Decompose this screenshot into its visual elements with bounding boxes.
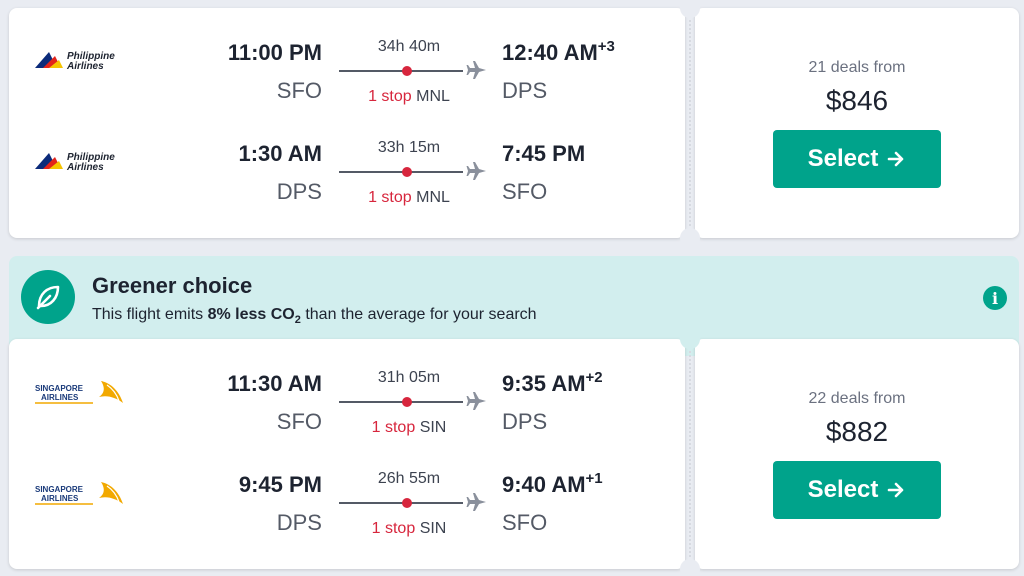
leaf-icon-badge — [21, 270, 75, 324]
stops-info: 1 stop MNL — [339, 88, 479, 106]
departure-airport: SFO — [276, 78, 322, 103]
result-card[interactable]: SINGAPORE AIRLINES 11:30 AM SFO 31h 05m … — [9, 329, 1019, 576]
airplane-icon — [466, 162, 486, 180]
stops-info: 1 stop MNL — [339, 189, 479, 207]
svg-text:Philippine: Philippine — [67, 51, 115, 62]
arrow-right-icon — [888, 482, 904, 498]
singapore-airlines-logo: SINGAPORE AIRLINES — [35, 482, 123, 505]
philippine-airlines-logo: Philippine Airlines — [35, 152, 115, 173]
arrival-airport: SFO — [502, 510, 548, 535]
airplane-icon — [466, 61, 486, 79]
airplane-icon — [466, 392, 486, 410]
arrival-time: 7:45 PM — [502, 141, 586, 166]
svg-text:Philippine: Philippine — [67, 152, 115, 163]
itinerary-panel[interactable] — [9, 8, 685, 238]
result-card[interactable]: Philippine Airlines 11:00 PM SFO 34h 40m… — [9, 0, 1019, 248]
leaf-icon — [36, 285, 60, 310]
day-offset: +3 — [597, 38, 615, 55]
flight-duration: 31h 05m — [377, 369, 441, 386]
price: $882 — [825, 416, 889, 447]
flight-leg-outbound: SINGAPORE AIRLINES 11:30 AM SFO 31h 05m … — [9, 339, 685, 439]
flight-duration: 26h 55m — [377, 470, 441, 487]
flight-leg-return: Philippine Airlines 1:30 AM DPS 33h 15m … — [9, 109, 685, 209]
stop-dot — [402, 397, 412, 407]
layover-airport: SIN — [419, 520, 447, 537]
departure-airport: DPS — [276, 179, 322, 204]
route-line — [339, 401, 463, 403]
stop-count: 1 stop — [371, 419, 416, 436]
day-offset: +1 — [585, 470, 603, 487]
stop-dot — [402, 66, 412, 76]
layover-airport: SIN — [419, 419, 447, 436]
price-panel — [695, 8, 1019, 238]
arrival-airport: DPS — [502, 78, 548, 103]
stop-count: 1 stop — [368, 189, 412, 206]
route-line — [339, 502, 463, 504]
stop-dot — [402, 167, 412, 177]
greener-description: This flight emits 8% less CO2 than the a… — [92, 306, 537, 327]
info-icon[interactable]: i — [983, 286, 1007, 310]
layover-airport: MNL — [416, 88, 450, 105]
departure-time: 11:30 AM — [227, 371, 322, 396]
flight-leg-outbound: Philippine Airlines 11:00 PM SFO 34h 40m… — [9, 8, 685, 108]
svg-text:Airlines: Airlines — [66, 162, 104, 173]
arrival-airport: SFO — [502, 179, 548, 204]
select-button[interactable]: Select — [773, 461, 941, 519]
airplane-icon — [466, 493, 486, 511]
departure-airport: DPS — [276, 510, 322, 535]
arrival-time: 9:35 AM+2 — [502, 369, 603, 396]
greener-title: Greener choice — [92, 273, 253, 298]
stops-info: 1 stop SIN — [339, 520, 479, 538]
singapore-airlines-logo: SINGAPORE AIRLINES — [35, 381, 123, 404]
stops-info: 1 stop SIN — [339, 419, 479, 437]
itinerary-panel[interactable] — [9, 339, 685, 569]
svg-text:Airlines: Airlines — [66, 61, 104, 72]
deals-count: 22 deals from — [808, 390, 906, 407]
svg-text:AIRLINES: AIRLINES — [41, 494, 79, 503]
philippine-airlines-logo: Philippine Airlines — [35, 51, 115, 72]
stop-count: 1 stop — [371, 520, 416, 537]
arrival-time: 12:40 AM+3 — [502, 38, 615, 65]
arrival-time: 9:40 AM+1 — [502, 470, 603, 497]
day-offset: +2 — [585, 369, 603, 386]
stop-dot — [402, 498, 412, 508]
departure-time: 9:45 PM — [238, 472, 322, 497]
arrow-right-icon — [888, 151, 904, 167]
select-button[interactable]: Select — [773, 130, 941, 188]
departure-time: 11:00 PM — [227, 40, 322, 65]
flight-duration: 33h 15m — [377, 139, 441, 156]
departure-airport: SFO — [276, 409, 322, 434]
route-line — [339, 171, 463, 173]
layover-airport: MNL — [416, 189, 450, 206]
svg-text:SINGAPORE: SINGAPORE — [35, 384, 84, 393]
flight-leg-return: SINGAPORE AIRLINES 9:45 PM DPS 26h 55m 1… — [9, 440, 685, 540]
arrival-airport: DPS — [502, 409, 548, 434]
departure-time: 1:30 AM — [238, 141, 322, 166]
deals-count: 21 deals from — [808, 59, 906, 76]
price: $846 — [825, 85, 889, 116]
svg-text:AIRLINES: AIRLINES — [41, 393, 79, 402]
route-line — [339, 70, 463, 72]
svg-text:SINGAPORE: SINGAPORE — [35, 485, 84, 494]
price-panel — [695, 339, 1019, 569]
flight-duration: 34h 40m — [377, 38, 441, 55]
stop-count: 1 stop — [368, 88, 412, 105]
